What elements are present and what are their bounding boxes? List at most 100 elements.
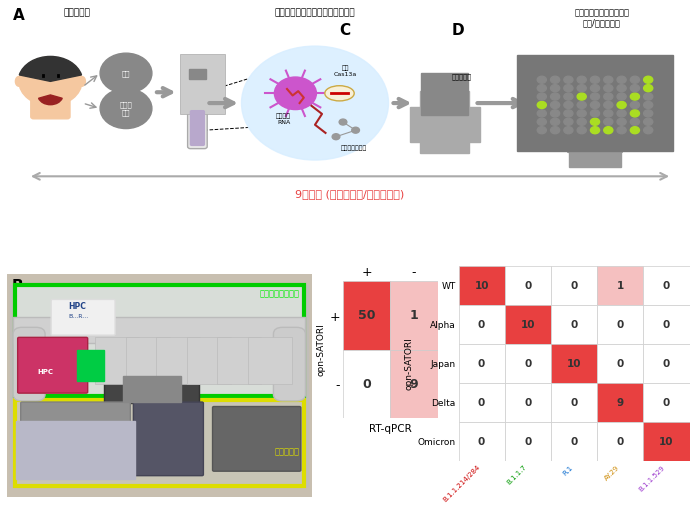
FancyBboxPatch shape <box>180 54 225 114</box>
Circle shape <box>644 101 652 108</box>
Text: 検体の採取: 検体の採取 <box>64 8 90 17</box>
Circle shape <box>564 118 573 125</box>
FancyBboxPatch shape <box>51 300 115 335</box>
Text: 0: 0 <box>663 281 670 291</box>
Circle shape <box>241 46 388 160</box>
Bar <box>597 266 643 305</box>
Circle shape <box>538 118 547 125</box>
FancyBboxPatch shape <box>134 402 204 476</box>
FancyBboxPatch shape <box>10 285 309 486</box>
Text: 50: 50 <box>358 309 375 322</box>
Bar <box>458 266 505 305</box>
FancyBboxPatch shape <box>274 328 305 401</box>
FancyBboxPatch shape <box>13 328 45 401</box>
Text: 0: 0 <box>570 398 578 408</box>
Circle shape <box>617 110 626 117</box>
Circle shape <box>631 76 639 83</box>
Circle shape <box>631 118 639 125</box>
FancyBboxPatch shape <box>16 421 135 479</box>
Circle shape <box>617 101 626 108</box>
Text: 10: 10 <box>521 320 535 330</box>
Circle shape <box>603 101 612 108</box>
Circle shape <box>551 118 560 125</box>
Bar <box>597 422 643 461</box>
FancyBboxPatch shape <box>190 111 204 146</box>
Ellipse shape <box>15 77 22 86</box>
FancyBboxPatch shape <box>15 400 304 486</box>
Circle shape <box>578 127 587 134</box>
FancyBboxPatch shape <box>7 274 312 497</box>
Circle shape <box>591 118 599 125</box>
Bar <box>391 281 438 350</box>
FancyBboxPatch shape <box>13 317 305 343</box>
Wedge shape <box>20 56 81 81</box>
Circle shape <box>339 119 347 125</box>
Text: 1: 1 <box>410 309 419 322</box>
Bar <box>458 344 505 383</box>
Text: 9: 9 <box>617 398 624 408</box>
Circle shape <box>564 93 573 100</box>
Circle shape <box>578 93 587 100</box>
Text: のどの
粘膜: のどの 粘膜 <box>120 101 132 116</box>
FancyBboxPatch shape <box>189 69 206 79</box>
Circle shape <box>603 76 612 83</box>
Circle shape <box>100 53 152 93</box>
Bar <box>391 350 438 418</box>
Circle shape <box>578 85 587 92</box>
Circle shape <box>578 101 587 108</box>
Circle shape <box>551 110 560 117</box>
Text: 0: 0 <box>524 281 531 291</box>
FancyBboxPatch shape <box>156 337 200 384</box>
Circle shape <box>538 76 547 83</box>
Text: 0: 0 <box>617 359 624 369</box>
Text: 9分以内 (全自動陽性/変異株判定): 9分以内 (全自動陽性/変異株判定) <box>295 189 405 199</box>
FancyBboxPatch shape <box>31 85 70 119</box>
Text: 自動ロボットによるサンプル調整: 自動ロボットによるサンプル調整 <box>274 8 356 17</box>
Circle shape <box>591 110 599 117</box>
Bar <box>505 344 551 383</box>
FancyBboxPatch shape <box>517 55 673 151</box>
Bar <box>643 422 690 461</box>
Text: 10: 10 <box>567 359 581 369</box>
FancyBboxPatch shape <box>428 134 461 142</box>
Text: C: C <box>340 23 351 38</box>
Circle shape <box>538 110 547 117</box>
Bar <box>551 305 597 344</box>
Circle shape <box>644 93 652 100</box>
Text: A: A <box>13 8 25 23</box>
FancyBboxPatch shape <box>410 106 480 142</box>
Bar <box>505 305 551 344</box>
Circle shape <box>591 85 599 92</box>
FancyBboxPatch shape <box>21 402 130 476</box>
Text: 0: 0 <box>570 320 578 330</box>
Circle shape <box>644 110 652 117</box>
Bar <box>597 383 643 422</box>
FancyBboxPatch shape <box>95 337 139 384</box>
Text: B: B <box>12 279 23 295</box>
Circle shape <box>564 101 573 108</box>
Bar <box>458 383 505 422</box>
Text: 0: 0 <box>478 437 485 447</box>
Circle shape <box>538 127 547 134</box>
Bar <box>643 266 690 305</box>
Text: 自動分注ロボット: 自動分注ロボット <box>259 289 300 299</box>
Circle shape <box>591 76 599 83</box>
Text: HPC: HPC <box>38 369 53 375</box>
Circle shape <box>564 127 573 134</box>
Circle shape <box>578 118 587 125</box>
Text: 1: 1 <box>617 281 624 291</box>
Circle shape <box>617 127 626 134</box>
FancyBboxPatch shape <box>97 340 283 382</box>
Circle shape <box>603 110 612 117</box>
Circle shape <box>564 85 573 92</box>
Bar <box>551 344 597 383</box>
Circle shape <box>578 76 587 83</box>
FancyBboxPatch shape <box>77 350 104 381</box>
Circle shape <box>603 127 612 134</box>
Text: 0: 0 <box>617 320 624 330</box>
Text: 0: 0 <box>524 359 531 369</box>
Circle shape <box>603 93 612 100</box>
Circle shape <box>564 110 573 117</box>
Bar <box>643 383 690 422</box>
FancyBboxPatch shape <box>188 74 207 149</box>
